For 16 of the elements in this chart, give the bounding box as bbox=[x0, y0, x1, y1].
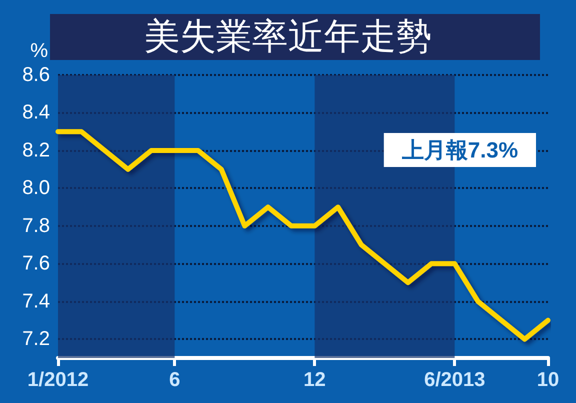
x-tick-label: 6/2013 bbox=[424, 369, 486, 391]
y-axis-title: % bbox=[30, 40, 48, 62]
x-tick-label: 1/2012 bbox=[27, 369, 89, 391]
y-tick-label: 7.6 bbox=[22, 252, 50, 275]
x-tick-label: 12 bbox=[304, 369, 326, 391]
y-tick-label: 7.4 bbox=[22, 290, 50, 312]
y-tick-label: 7.2 bbox=[22, 328, 50, 350]
y-tick-label: 8.2 bbox=[22, 139, 50, 162]
x-tick-label: 6 bbox=[169, 369, 180, 391]
y-tick-label: 8.4 bbox=[22, 102, 50, 124]
y-tick-label: 8.6 bbox=[22, 64, 50, 86]
annotation: 上月報7.3% bbox=[400, 138, 518, 162]
x-tick-label: 10 bbox=[536, 369, 560, 391]
y-tick-label: 7.8 bbox=[22, 214, 50, 237]
chart-title: 美失業率近年走勢 bbox=[144, 16, 432, 56]
y-tick-label: 8.0 bbox=[22, 177, 50, 200]
